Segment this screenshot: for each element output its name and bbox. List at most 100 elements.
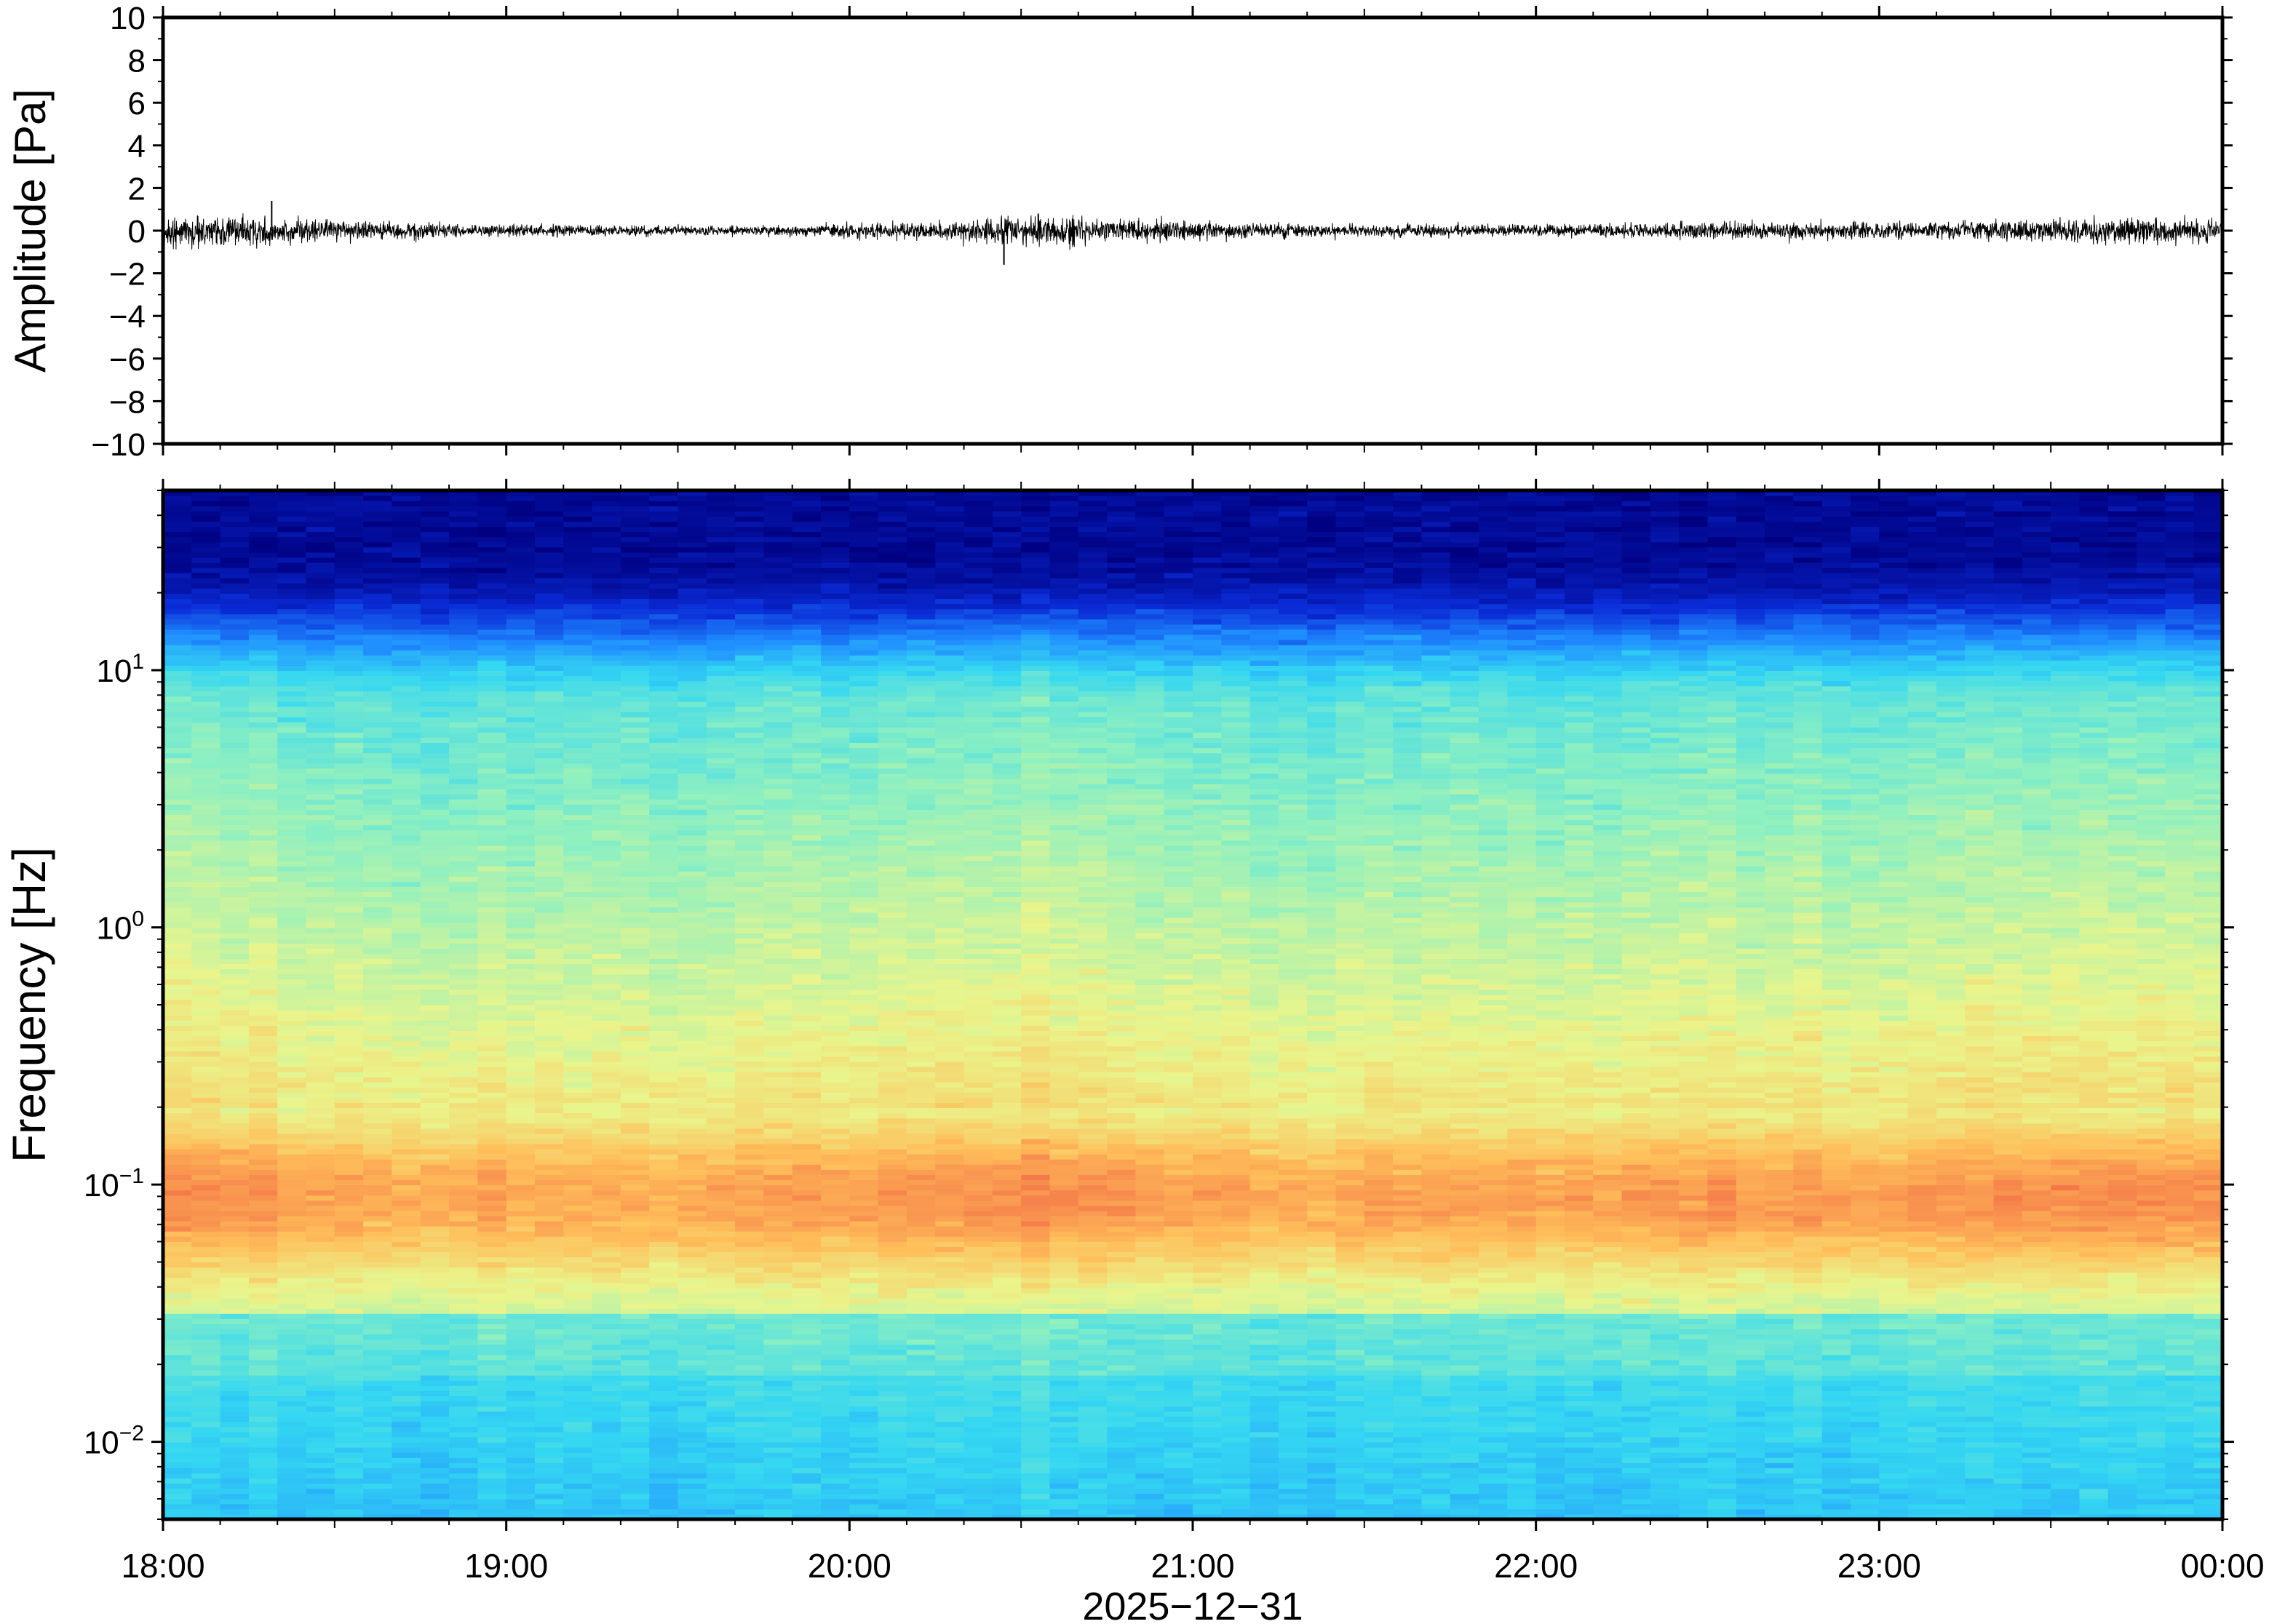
spectrogram-cell <box>306 989 335 995</box>
spectrogram-cell <box>363 768 393 774</box>
spectrogram-cell <box>763 1452 793 1458</box>
spectrogram-cell <box>620 1380 650 1386</box>
spectrogram-cell <box>792 948 822 954</box>
spectrogram-cell <box>477 1297 507 1304</box>
spectrogram-cell <box>392 968 421 975</box>
spectrogram-cell <box>420 712 450 717</box>
spectrogram-cell <box>735 1200 765 1206</box>
spectrogram-cell <box>334 629 364 635</box>
spectrogram-cell <box>306 1426 335 1433</box>
spectrogram-cell <box>248 578 278 584</box>
spectrogram-cell <box>392 763 421 769</box>
spectrogram-cell <box>620 1426 650 1433</box>
spectrogram-cell <box>677 1030 707 1037</box>
spectrogram-cell <box>821 778 850 784</box>
spectrogram-cell <box>449 1426 478 1433</box>
spectrogram-cell <box>392 922 421 928</box>
spectrogram-cell <box>392 1303 421 1309</box>
spectrogram-cell <box>563 1488 593 1494</box>
spectrogram-cell <box>506 526 536 533</box>
spectrogram-cell <box>592 1267 621 1273</box>
spectrogram-cell <box>191 562 221 568</box>
spectrogram-cell <box>392 768 421 774</box>
spectrogram-cell <box>620 701 650 707</box>
spectrogram-cell <box>592 1354 621 1361</box>
spectrogram-cell <box>706 1354 736 1361</box>
spectrogram-cell <box>420 552 450 558</box>
spectrogram-cell <box>534 516 564 522</box>
spectrogram-cell <box>477 1339 507 1345</box>
spectrogram-cell <box>677 974 707 980</box>
spectrogram-cell <box>277 613 307 620</box>
spectrogram-cell <box>163 979 192 985</box>
spectrogram-cell <box>392 757 421 764</box>
spectrogram-cell <box>306 1297 335 1304</box>
spectrogram-cell <box>735 938 765 944</box>
spectrogram-cell <box>363 536 393 543</box>
spectrogram-cell <box>763 706 793 712</box>
spectrogram-cell <box>821 1334 850 1340</box>
spectrogram-cell <box>449 690 478 697</box>
spectrogram-cell <box>220 1436 250 1443</box>
spectrogram-cell <box>248 789 278 795</box>
spectrogram-cell <box>706 1174 736 1180</box>
spectrogram-cell <box>392 1123 421 1129</box>
spectrogram-cell <box>363 1138 393 1145</box>
spectrogram-cell <box>792 1076 822 1083</box>
spectrogram-cell <box>163 968 192 975</box>
spectrogram-cell <box>534 588 564 594</box>
spectrogram-cell <box>191 1390 221 1396</box>
spectrogram-cell <box>191 1498 221 1505</box>
spectrogram-cell <box>248 1468 278 1473</box>
spectrogram-cell <box>620 1318 650 1324</box>
spectrogram-cell <box>477 861 507 867</box>
spectrogram-cell <box>306 829 335 836</box>
spectrogram-cell <box>735 727 765 733</box>
spectrogram-cell <box>220 896 250 903</box>
spectrogram-cell <box>306 1483 335 1489</box>
spectrogram-cell <box>677 845 707 851</box>
spectrogram-cell <box>191 1071 221 1078</box>
waveform-y-tick-label: 10 <box>110 1 146 36</box>
spectrogram-cell <box>534 1287 564 1294</box>
spectrogram-cell <box>792 1185 822 1191</box>
spectrogram-cell <box>592 1220 621 1227</box>
waveform-trace <box>163 200 2222 265</box>
spectrogram-cell <box>534 958 564 965</box>
spectrogram-cell <box>363 1339 393 1345</box>
spectrogram-cell <box>506 845 536 851</box>
spectrogram-cell <box>534 747 564 754</box>
spectrogram-cell <box>735 1498 765 1505</box>
spectrogram-cell <box>506 1396 536 1401</box>
spectrogram-cell <box>477 1462 507 1468</box>
spectrogram-cell <box>821 1159 850 1165</box>
spectrogram-cell <box>363 1220 393 1227</box>
spectrogram-cell <box>248 598 278 605</box>
spectrogram-cell <box>334 568 364 573</box>
spectrogram-cell <box>821 629 850 635</box>
spectrogram-cell <box>163 685 192 692</box>
spectrogram-cell <box>449 1421 478 1428</box>
spectrogram-cell <box>191 1272 221 1278</box>
spectrogram-cell <box>849 1318 879 1324</box>
spectrogram-cell <box>649 1092 679 1098</box>
spectrogram-cell <box>306 495 335 501</box>
spectrogram-cell <box>449 994 478 1000</box>
spectrogram-cell <box>449 1354 478 1361</box>
spectrogram-cell <box>191 603 221 610</box>
spectrogram-cell <box>763 640 793 645</box>
spectrogram-cell <box>763 958 793 965</box>
spectrogram-cell <box>277 984 307 990</box>
spectrogram-cell <box>534 794 564 800</box>
spectrogram-cell <box>306 773 335 779</box>
spectrogram-cell <box>420 1236 450 1242</box>
spectrogram-cell <box>449 1303 478 1309</box>
spectrogram-cell <box>220 1092 250 1098</box>
spectrogram-cell <box>163 1190 192 1196</box>
spectrogram-cell <box>363 912 393 918</box>
spectrogram-cell <box>706 1436 736 1443</box>
spectrogram-cell <box>477 1308 507 1314</box>
spectrogram-cell <box>735 1457 765 1463</box>
spectrogram-cell <box>306 891 335 898</box>
spectrogram-cell <box>191 1174 221 1180</box>
